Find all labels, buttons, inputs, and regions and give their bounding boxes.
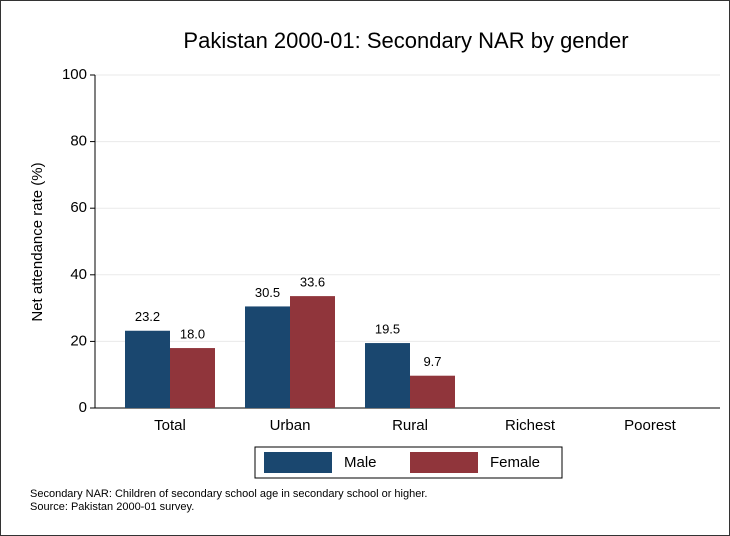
value-label: 23.2 xyxy=(135,309,160,324)
bar xyxy=(290,296,335,408)
value-label: 19.5 xyxy=(375,322,400,337)
legend-label: Female xyxy=(490,454,540,471)
y-tick-label: 100 xyxy=(62,66,87,83)
x-tick-label: Urban xyxy=(270,417,311,434)
value-label: 33.6 xyxy=(300,275,325,290)
y-tick-label: 20 xyxy=(70,332,87,349)
y-tick-label: 0 xyxy=(79,399,87,416)
y-tick-label: 40 xyxy=(70,266,87,283)
bar xyxy=(365,343,410,408)
y-axis-label: Net attendance rate (%) xyxy=(29,162,46,321)
bar xyxy=(170,348,215,408)
x-tick-label: Poorest xyxy=(624,417,677,434)
note: Source: Pakistan 2000-01 survey. xyxy=(30,501,194,513)
note: Secondary NAR: Children of secondary sch… xyxy=(30,488,427,500)
x-tick-label: Rural xyxy=(392,417,428,434)
y-tick-label: 60 xyxy=(70,199,87,216)
legend-swatch xyxy=(410,452,478,473)
bar xyxy=(125,330,170,408)
legend-swatch xyxy=(264,452,332,473)
legend-label: Male xyxy=(344,454,377,471)
bar xyxy=(410,375,455,408)
x-tick-label: Richest xyxy=(505,417,556,434)
value-label: 9.7 xyxy=(423,354,441,369)
y-tick-label: 80 xyxy=(70,133,87,150)
value-label: 30.5 xyxy=(255,285,280,300)
bar xyxy=(245,306,290,408)
chart-title: Pakistan 2000-01: Secondary NAR by gende… xyxy=(183,28,628,53)
x-tick-label: Total xyxy=(154,417,186,434)
value-label: 18.0 xyxy=(180,326,205,341)
